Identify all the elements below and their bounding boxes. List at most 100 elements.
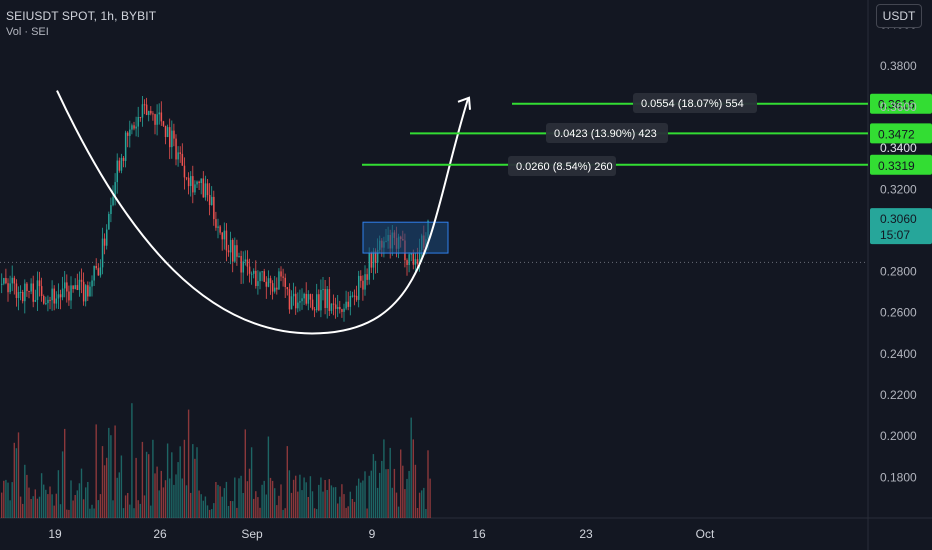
candle-body bbox=[292, 293, 295, 297]
volume-bar bbox=[160, 470, 162, 518]
consolidation-box[interactable] bbox=[362, 221, 449, 254]
measure-label-box bbox=[633, 93, 757, 113]
volume-bar bbox=[213, 503, 215, 518]
candle-body bbox=[208, 195, 211, 205]
volume-bar bbox=[299, 474, 301, 518]
candle-body bbox=[5, 278, 7, 284]
candle-body bbox=[190, 176, 192, 186]
candle-body bbox=[353, 295, 356, 297]
candle-body bbox=[3, 278, 5, 284]
candle-body bbox=[349, 296, 352, 307]
candle-body bbox=[26, 283, 28, 291]
volume-bar bbox=[250, 447, 253, 518]
candle-body bbox=[152, 113, 154, 115]
candle-body bbox=[40, 286, 43, 296]
candle-body bbox=[139, 117, 142, 118]
cup-curve[interactable] bbox=[56, 90, 469, 335]
candle-body bbox=[263, 271, 265, 282]
volume-bar bbox=[326, 490, 328, 518]
volume-bar bbox=[286, 446, 288, 518]
x-axis-tick-label: 9 bbox=[369, 527, 376, 541]
volume-bar bbox=[313, 508, 316, 518]
volume-bar bbox=[364, 471, 366, 518]
volume-bar bbox=[187, 409, 190, 518]
candle-body bbox=[303, 293, 305, 299]
candle-body bbox=[80, 279, 83, 282]
volume-bar bbox=[362, 480, 364, 518]
volume-bar bbox=[368, 475, 370, 518]
volume-bar bbox=[263, 480, 265, 518]
volume-bar bbox=[255, 491, 257, 518]
volume-bar bbox=[404, 489, 406, 518]
level-price-tag bbox=[870, 123, 932, 144]
volume-bar bbox=[22, 503, 24, 518]
candle-body bbox=[162, 121, 165, 126]
volume-bar bbox=[366, 508, 368, 518]
candle-body bbox=[345, 301, 347, 309]
volume-bar bbox=[288, 470, 291, 518]
candle-body bbox=[242, 261, 244, 273]
volume-indicator-label[interactable]: Vol · SEI bbox=[6, 26, 49, 38]
volume-bar bbox=[267, 436, 270, 518]
candle-body bbox=[366, 274, 368, 280]
volume-bar bbox=[89, 508, 91, 518]
y-axis-tick-label: 0.2400 bbox=[880, 347, 917, 361]
candle-body bbox=[120, 157, 123, 171]
candle-body bbox=[95, 266, 97, 269]
y-axis-tick-label: 0.3400 bbox=[880, 141, 917, 155]
volume-bar bbox=[318, 484, 320, 518]
volume-bar bbox=[215, 482, 217, 518]
volume-bar bbox=[391, 487, 393, 518]
candle-body bbox=[290, 296, 293, 310]
candle-body bbox=[269, 278, 272, 284]
volume-bar bbox=[7, 482, 9, 518]
volume-bar bbox=[376, 487, 379, 518]
volume-bar bbox=[24, 464, 26, 518]
candle-body bbox=[156, 114, 158, 125]
volume-bar bbox=[393, 468, 396, 518]
volume-bar bbox=[164, 480, 167, 518]
candle-body bbox=[206, 183, 209, 196]
volume-bar bbox=[295, 475, 297, 518]
candle-body bbox=[36, 280, 39, 300]
candle-body bbox=[127, 132, 129, 136]
candle-body bbox=[343, 308, 345, 312]
volume-bar bbox=[242, 493, 244, 518]
volume-bar bbox=[131, 403, 133, 518]
candle-body bbox=[372, 251, 375, 268]
volume-bar bbox=[423, 487, 425, 518]
volume-bar bbox=[129, 504, 131, 518]
candle-body bbox=[271, 283, 274, 292]
volume-bar bbox=[38, 496, 41, 518]
candle-body bbox=[364, 274, 366, 290]
volume-bar bbox=[5, 479, 7, 518]
volume-bar bbox=[112, 500, 114, 518]
candle-body bbox=[49, 299, 51, 301]
volume-bar bbox=[13, 442, 15, 518]
volume-bar bbox=[70, 480, 72, 518]
volume-bar bbox=[171, 452, 173, 518]
volume-bar bbox=[120, 455, 123, 518]
candle-body bbox=[133, 125, 135, 129]
volume-bar bbox=[244, 429, 246, 518]
candle-body bbox=[91, 280, 93, 287]
currency-unit-button[interactable]: USDT bbox=[876, 4, 922, 28]
volume-bar bbox=[145, 451, 148, 518]
candle-body bbox=[376, 249, 379, 263]
candle-body bbox=[110, 205, 112, 214]
volume-bar bbox=[307, 497, 309, 518]
y-axis-tick-label: 0.3200 bbox=[880, 182, 917, 196]
candle-body bbox=[276, 287, 278, 290]
volume-bar bbox=[374, 460, 377, 518]
volume-bar bbox=[316, 509, 318, 518]
candle-body bbox=[131, 125, 133, 130]
y-axis-tick-label: 0.3800 bbox=[880, 59, 917, 73]
volume-bar bbox=[360, 482, 362, 518]
candle-body bbox=[278, 271, 280, 290]
candle-body bbox=[55, 298, 58, 304]
volume-bar bbox=[284, 508, 286, 518]
volume-bar bbox=[108, 427, 110, 518]
volume-bar bbox=[414, 464, 417, 518]
candle-body bbox=[347, 301, 349, 307]
